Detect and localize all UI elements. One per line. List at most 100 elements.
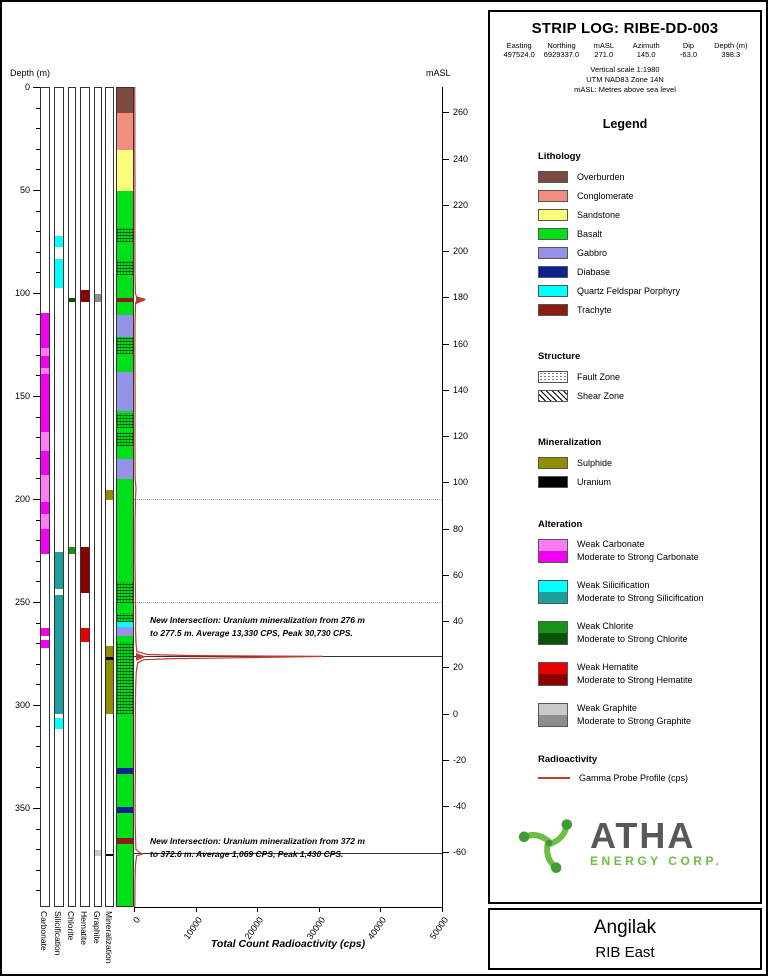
depth-minor-tick <box>36 457 40 459</box>
header-legend-panel: STRIP LOG: RIBE-DD-003 Easting 497524.0 No… <box>488 10 762 904</box>
column-interval <box>41 347 49 356</box>
lithology-swatch <box>538 304 568 316</box>
column-interval <box>41 450 49 476</box>
depth-minor-tick <box>36 622 40 624</box>
alteration-weak-label: Weak Carbonate <box>577 539 645 549</box>
column-interval <box>69 547 75 554</box>
masl-tick-label: 260 <box>453 107 469 118</box>
depth-minor-tick <box>36 890 40 892</box>
project-name: Angilak <box>593 917 657 938</box>
masl-tick-label: 140 <box>453 384 469 395</box>
mineralization-label: Uranium <box>577 477 612 487</box>
header-notes: Vertical scale 1:1980 UTM NAD83 Zone 14N… <box>490 65 760 95</box>
note-masl-definition: mASL: Metres above sea level <box>574 85 676 94</box>
legend-section-alteration: Alteration Weak Carbonate Moderate to Str… <box>538 519 760 728</box>
legend-section-lithology: Lithology Overburden Conglomerate Sandston… <box>538 151 760 317</box>
legend-section-structure: Structure Fault Zone Shear Zone <box>538 351 760 403</box>
depth-minor-tick <box>36 725 40 727</box>
project-area: RIB East <box>595 944 655 961</box>
alteration-weak-label: Weak Chlorite <box>577 621 634 631</box>
masl-tick-label: -20 <box>453 754 467 765</box>
depth-minor-tick <box>36 128 40 130</box>
alteration-legend-row: Weak Hematite Moderate to Strong Hematite <box>538 661 760 687</box>
fault-zone-overlay <box>117 413 133 428</box>
masl-tick <box>442 297 449 299</box>
depth-minor-tick <box>36 663 40 665</box>
note-utm-zone: UTM NAD83 Zone 14N <box>586 75 664 84</box>
alteration-weak-label: Weak Graphite <box>577 703 637 713</box>
lithology-legend-row: Conglomerate <box>538 189 760 203</box>
lithology-swatch <box>538 209 568 221</box>
alteration-legend-row: Weak Carbonate Moderate to Strong Carbona… <box>538 538 760 564</box>
collar-info-cell: Northing 6929337.0 <box>540 41 582 59</box>
depth-minor-tick <box>36 210 40 212</box>
collar-info-header: Depth (m) <box>714 41 748 50</box>
lithology-interval-basalt <box>117 813 133 838</box>
collar-info-header: Northing <box>547 41 576 50</box>
masl-tick-label: 180 <box>453 292 469 303</box>
annotation-line: to 372.6 m. Average 1,069 CPS, Peak 1,43… <box>150 848 344 859</box>
logo-text-block: ATHA ENERGY CORP. <box>590 817 722 868</box>
alteration-legend-row: Weak Chlorite Moderate to Strong Chlorite <box>538 620 760 646</box>
collar-info-value: 398.3 <box>721 50 741 59</box>
column-interval <box>41 475 49 503</box>
column-interval <box>55 594 63 715</box>
collar-info-header: Dip <box>682 41 695 50</box>
alteration-legend-row: Weak Silicification Moderate to Strong Si… <box>538 579 760 605</box>
lithology-interval-diabase <box>117 767 133 774</box>
structure-label: Fault Zone <box>577 372 621 382</box>
masl-tick <box>442 621 449 623</box>
collar-info-cell: Azimuth 145.0 <box>625 41 667 59</box>
column-interval <box>41 514 49 529</box>
alteration-strong-label: Moderate to Strong Silicification <box>577 593 704 603</box>
depth-minor-tick <box>36 334 40 336</box>
alteration-swatch <box>538 580 568 604</box>
depth-minor-tick <box>36 787 40 789</box>
alteration-labels: Weak Chlorite Moderate to Strong Chlorite <box>577 620 688 646</box>
depth-tick-label: 200 <box>14 494 30 504</box>
column-interval <box>55 236 63 247</box>
masl-tick <box>442 158 449 160</box>
note-vertical-scale: Vertical scale 1:1980 <box>590 65 660 74</box>
masl-tick <box>442 112 449 114</box>
depth-gridline <box>134 499 442 500</box>
intersection-annotation: New Intersection: Uranium mineralization… <box>150 614 368 640</box>
column-graphite <box>94 87 102 908</box>
depth-minor-tick <box>36 869 40 871</box>
radioactivity-axis-line <box>134 907 442 909</box>
depth-minor-tick <box>36 272 40 274</box>
depth-minor-tick <box>36 107 40 109</box>
annotation-line: to 277.5 m. Average 13,330 CPS, Peak 30,… <box>150 628 353 639</box>
radioactivity-legend-row: Gamma Probe Profile (cps) <box>538 773 760 783</box>
structure-legend-row: Fault Zone <box>538 370 760 384</box>
column-interval <box>55 258 63 288</box>
alteration-swatch <box>538 662 568 686</box>
column-interval <box>81 289 89 303</box>
lithology-swatch <box>538 247 568 259</box>
depth-tick-label: 50 <box>19 185 30 195</box>
depth-major-tick <box>33 87 40 88</box>
depth-minor-tick <box>36 251 40 253</box>
depth-minor-tick <box>36 231 40 233</box>
radioactivity-tick <box>318 907 320 913</box>
masl-tick <box>442 204 449 206</box>
masl-tick-label: 40 <box>453 616 464 627</box>
depth-minor-tick <box>36 540 40 542</box>
lithology-section-title: Lithology <box>538 151 581 162</box>
radioactivity-tick <box>442 907 443 913</box>
depth-minor-tick <box>36 684 40 686</box>
masl-tick-label: 240 <box>453 153 469 164</box>
depth-tick-label: 300 <box>14 700 30 710</box>
masl-tick-label: 200 <box>453 246 469 257</box>
depth-minor-tick <box>36 354 40 356</box>
column-label-carbonate: Carbonate <box>39 911 49 952</box>
masl-tick <box>442 436 449 438</box>
masl-tick-label: 100 <box>453 477 469 488</box>
column-interval <box>41 368 49 375</box>
alteration-strong-swatch <box>539 551 567 562</box>
masl-tick <box>442 574 449 576</box>
collar-info-header: mASL <box>593 41 615 50</box>
column-interval <box>41 640 49 649</box>
gamma-profile-svg <box>134 87 324 907</box>
